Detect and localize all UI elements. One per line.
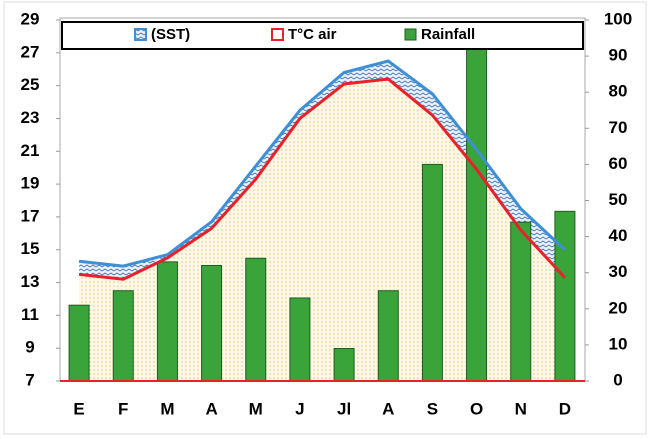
legend-box [61,21,584,50]
y2-tick-label: 10 [609,334,628,353]
y-tick-label: 27 [21,42,40,61]
y2-tick-label: 40 [609,226,628,245]
x-tick-label: J [295,399,304,418]
bar [421,163,443,382]
y-tick-label: 11 [21,305,39,324]
y-tick-label: 29 [21,9,40,28]
x-tick-label: E [73,399,84,418]
x-tick-label: A [205,399,217,418]
legend-label: (SST) [151,26,190,43]
bar [289,297,311,382]
y-tick-label: 21 [21,141,40,160]
bar [201,264,223,382]
bar [466,48,488,382]
bar [156,261,178,382]
y2-tick-label: 60 [609,154,628,173]
y2-tick-label: 90 [609,46,628,65]
line [78,77,567,281]
bar [510,221,532,382]
bar [68,304,90,382]
y2-tick-label: 50 [609,190,628,209]
x-tick-label: M [160,399,174,418]
legend-label: T°C air [288,26,337,43]
y2-tick-label: 100 [604,9,632,28]
y-tick-label: 7 [25,370,34,389]
bar [112,290,134,382]
legend-label: Rainfall [421,26,475,43]
x-tick-label: S [427,399,438,418]
x-tick-label: D [559,399,571,418]
x-tick-label: F [118,399,128,418]
x-tick-label: N [515,399,527,418]
legend-swatch [271,28,284,41]
line [78,59,566,268]
y-tick-label: 17 [21,206,40,225]
y-tick-label: 13 [21,272,40,291]
y2-tick-label: 80 [609,82,628,101]
area-fill [79,79,565,382]
y2-tick-label: 70 [609,118,628,137]
bar [377,290,399,382]
area-fill [79,61,565,280]
x-tick-label: Jl [337,399,351,418]
bar [554,210,576,382]
x-tick-label: M [249,399,263,418]
y-tick-label: 9 [25,338,34,357]
y-tick-label: 19 [21,174,40,193]
x-tick-label: O [470,399,483,418]
y-tick-label: 15 [21,239,40,258]
legend-swatch [404,28,417,41]
y-tick-label: 25 [21,75,40,94]
y2-tick-label: 30 [609,262,628,281]
x-tick-label: A [382,399,394,418]
bar [333,348,355,382]
frame [3,1,647,435]
legend-swatch [134,28,147,41]
y2-tick-label: 0 [613,370,622,389]
bar [245,257,267,382]
y-tick-label: 23 [21,108,40,127]
y2-tick-label: 20 [609,298,628,317]
